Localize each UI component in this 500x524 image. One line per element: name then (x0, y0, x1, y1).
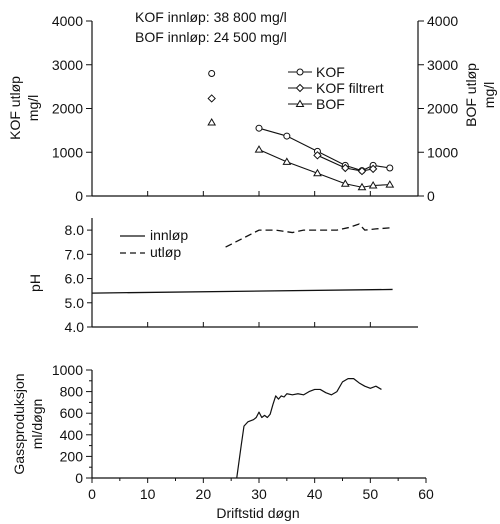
legend-kof-filtrert-label: KOF filtrert (316, 80, 384, 96)
middle-ytick-label: 7.0 (65, 246, 85, 262)
top-ylabel-left-line1: KOF utløp (7, 76, 23, 140)
bof-point (282, 157, 292, 165)
bof-inlet-note: BOF innløp: 24 500 mg/l (135, 29, 287, 45)
top-ytick-label-right: 4000 (427, 13, 458, 29)
kof-point (255, 124, 263, 132)
utlop-line (225, 223, 393, 248)
bottom-xtick-label: 60 (418, 486, 434, 502)
bottom-xtick-label: 0 (88, 486, 96, 502)
top-ylabel-right-line2: mg/l (481, 82, 497, 108)
kof-inlet-note: KOF innløp: 38 800 mg/l (135, 9, 287, 25)
top-ytick-label-right: 1000 (427, 144, 458, 160)
middle-ytick-label: 4.0 (65, 319, 85, 335)
top-ytick-label-right: 2000 (427, 101, 458, 117)
top-ytick-label-left: 1000 (52, 144, 83, 160)
middle-ytick-label: 6.0 (65, 271, 85, 287)
legend-bof: BOF (288, 96, 345, 112)
bottom-ylabel-line1: Gassproduksjon (11, 373, 27, 474)
bottom-axes: 0 200 400 600 800 1000 0 10 20 30 40 50 60 (52, 362, 434, 502)
bottom-xtick-label: 20 (196, 486, 212, 502)
legend-kof: KOF (288, 64, 345, 80)
kof-filtrert-point (341, 163, 350, 173)
top-axes: 0 0 1000 1000 2000 2000 3000 3000 4000 4000 (52, 13, 459, 204)
kof-filtrert-point (357, 166, 367, 176)
legend-bof-label: BOF (316, 96, 345, 112)
middle-axes: 4.0 5.0 6.0 7.0 8.0 (65, 218, 418, 335)
top-ytick-label-right: 0 (427, 188, 435, 204)
bottom-xtick-label: 40 (307, 486, 323, 502)
top-ylabel-right-line1: BOF utløp (463, 63, 479, 127)
bof-point (368, 181, 378, 189)
top-series-line-1 (317, 154, 374, 172)
middle-legend: innløp utløp (120, 227, 188, 260)
gas-production-line (236, 378, 382, 479)
kof-point (208, 70, 216, 77)
bottom-ytick-label: 1000 (52, 362, 83, 378)
middle-ytick-label: 8.0 (65, 222, 85, 238)
top-ytick-label-left: 2000 (52, 101, 83, 117)
middle-ylabel: pH (27, 274, 43, 292)
top-series (207, 70, 395, 191)
innlop-line (91, 288, 393, 294)
top-ytick-label-left: 4000 (52, 13, 83, 29)
bottom-ytick-label: 0 (75, 470, 83, 486)
top-ytick-label-left: 3000 (52, 57, 83, 73)
bottom-ytick-label: 400 (60, 427, 84, 443)
legend-utlop-label: utløp (150, 244, 181, 260)
bof-point (313, 168, 322, 177)
middle-series (91, 223, 393, 294)
kof-filtrert-point (313, 151, 322, 160)
bof-point (385, 180, 395, 188)
top-ylabel-left-line2: mg/l (25, 95, 41, 121)
bof-point (254, 145, 264, 153)
kof-filtrert-point (368, 164, 378, 174)
bottom-series (236, 378, 382, 479)
legend-innlop-label: innløp (150, 227, 188, 243)
bottom-panel: Gassproduksjon ml/døgn Driftstid døgn 0 2… (11, 362, 434, 521)
legend-kof-label: KOF (316, 64, 345, 80)
bottom-xtick-label: 50 (363, 486, 379, 502)
bottom-ytick-label: 200 (60, 448, 84, 464)
bof-point (340, 179, 350, 187)
top-panel: KOF innløp: 38 800 mg/l BOF innløp: 24 5… (7, 9, 497, 204)
bottom-ytick-label: 600 (60, 405, 84, 421)
top-legend: KOF KOF filtrert BOF (288, 64, 384, 112)
kof-point (386, 164, 394, 172)
kof-point (283, 132, 291, 140)
bottom-ytick-label: 800 (60, 384, 84, 400)
top-ytick-label-left: 0 (75, 188, 83, 204)
middle-ytick-label: 5.0 (65, 295, 85, 311)
bottom-xtick-label: 10 (140, 486, 156, 502)
legend-kof-filtrert: KOF filtrert (288, 80, 384, 96)
bottom-xtick-label: 30 (251, 486, 267, 502)
bof-point (357, 182, 367, 191)
bof-point (207, 118, 217, 126)
bottom-ylabel-line2: ml/døgn (29, 399, 45, 450)
top-ytick-label-right: 3000 (427, 57, 458, 73)
middle-panel: pH innløp utløp 4.0 5.0 6.0 7.0 8.0 (27, 218, 418, 335)
kof-filtrert-point (207, 94, 216, 103)
x-axis-label: Driftstid døgn (216, 505, 299, 521)
